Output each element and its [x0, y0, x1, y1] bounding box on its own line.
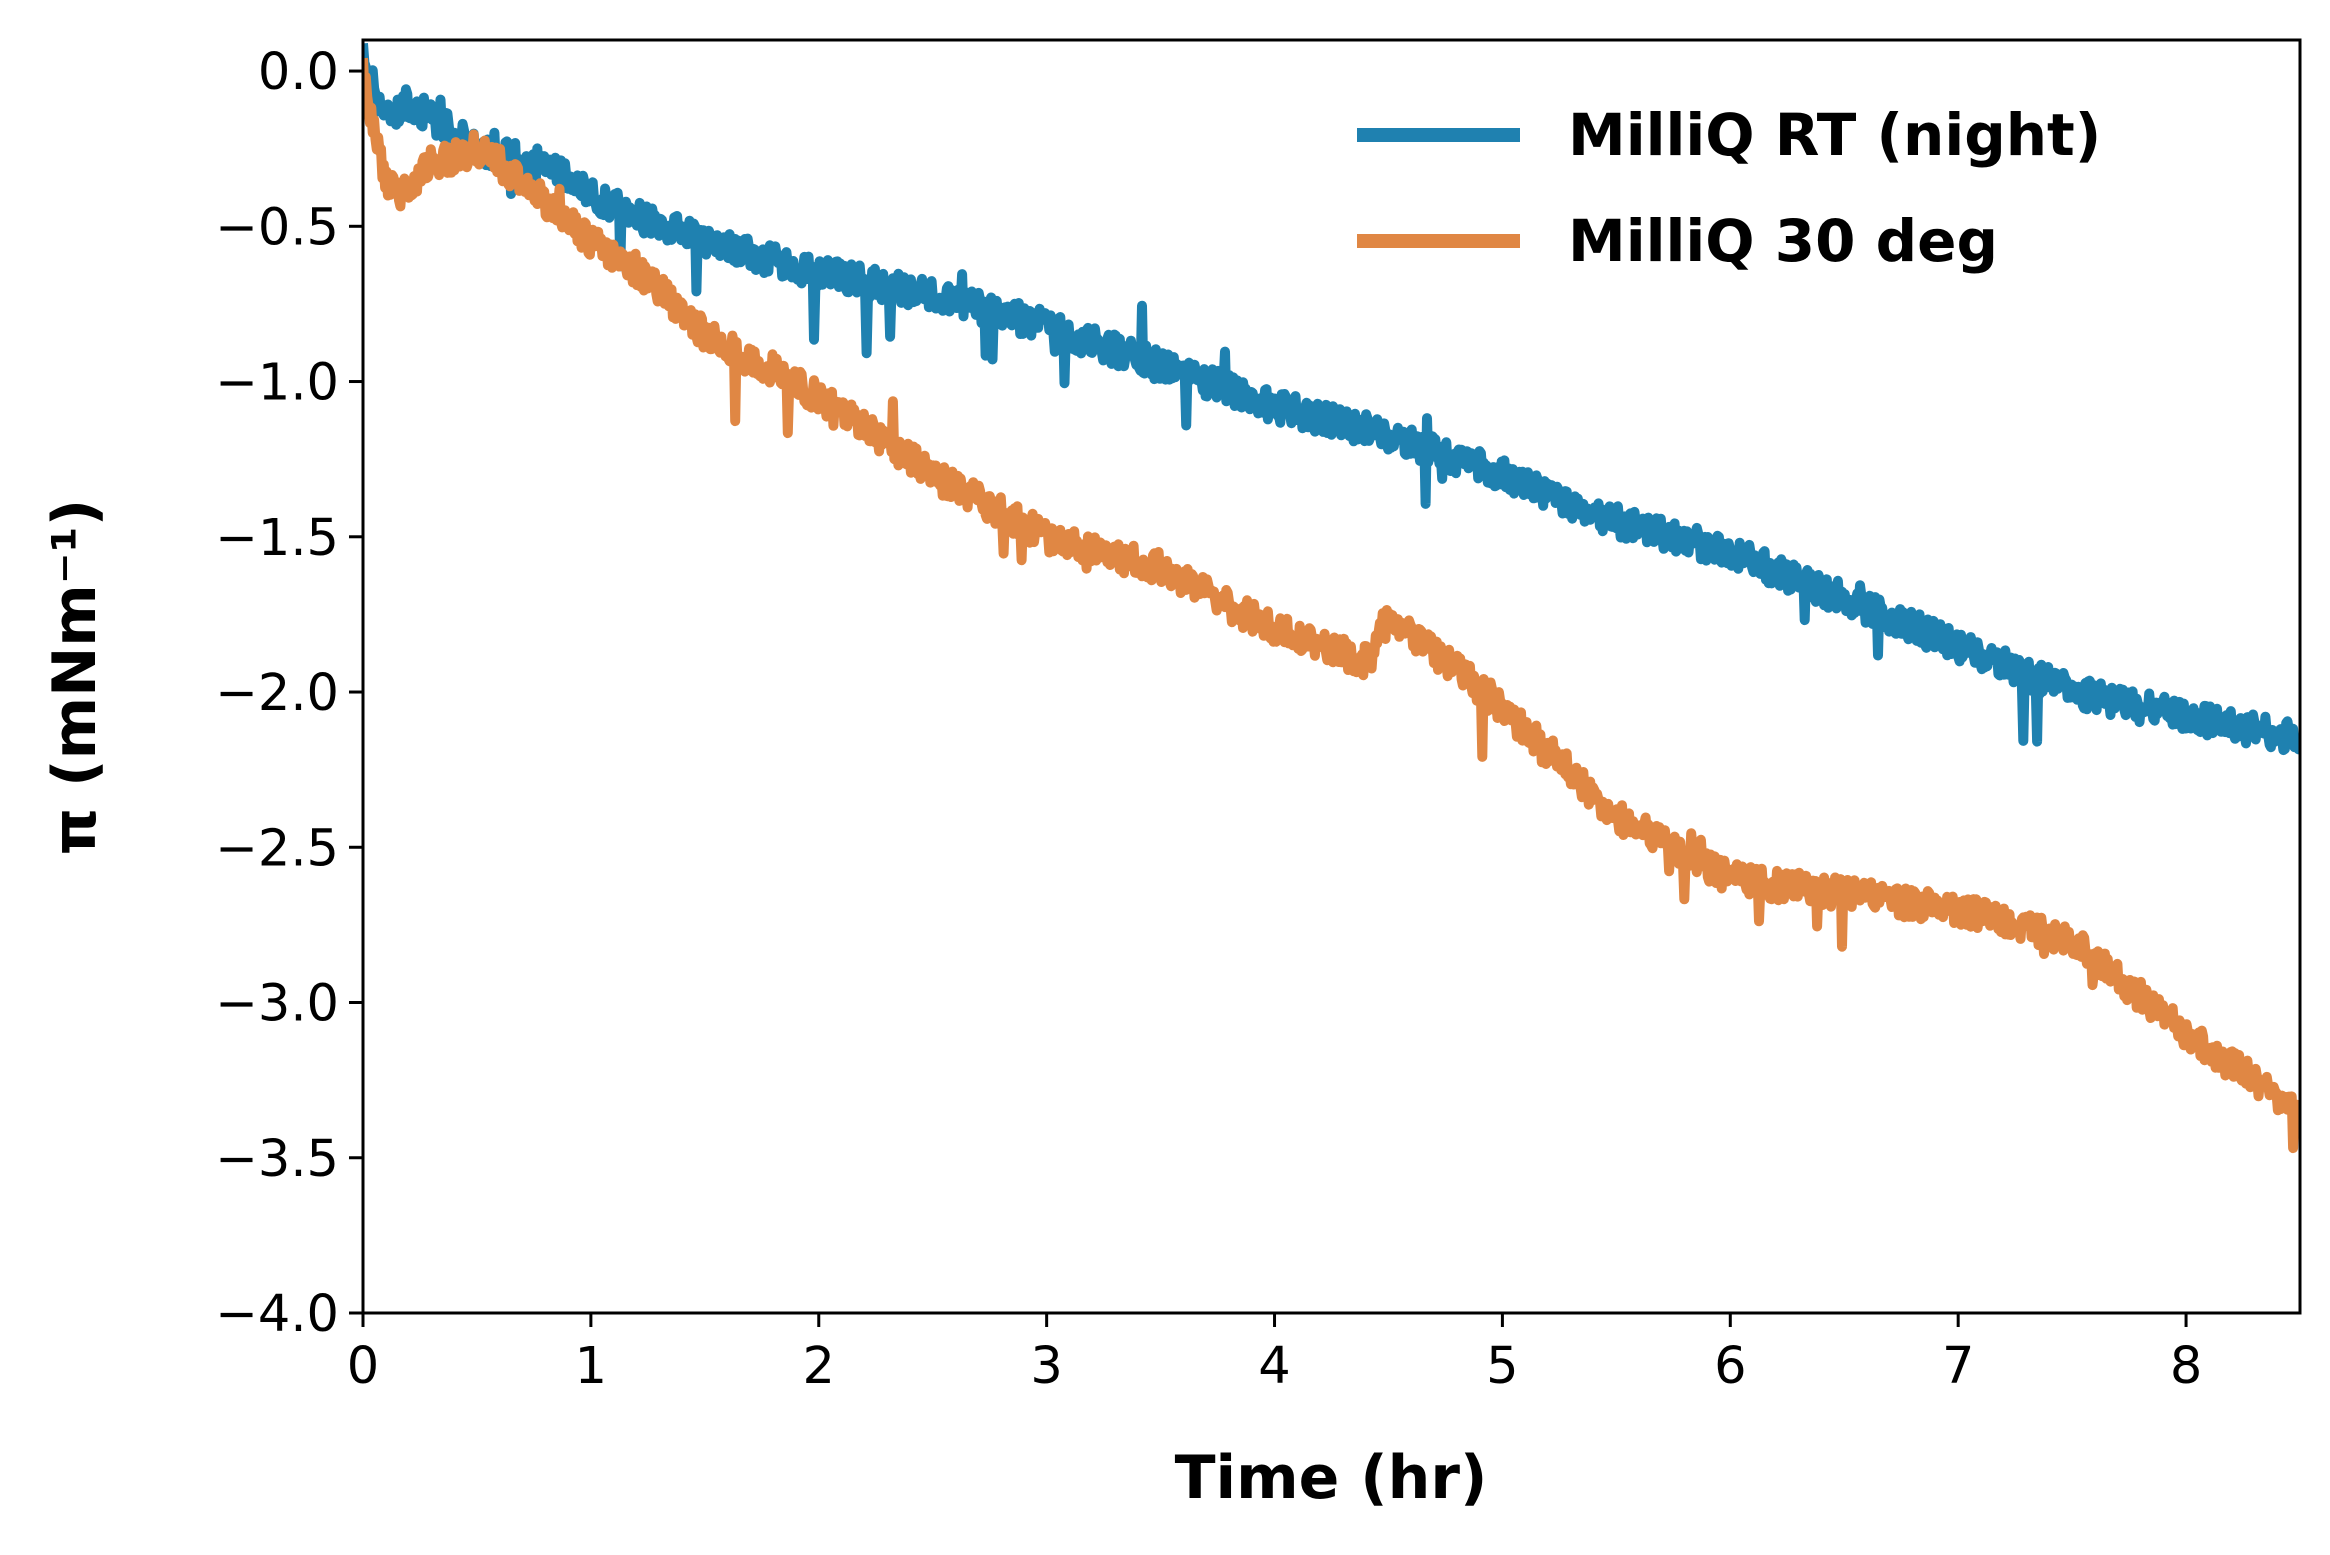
legend: MilliQ RT (night) MilliQ 30 deg [1357, 101, 2101, 275]
y-tick-label: −3.5 [215, 1130, 339, 1189]
x-tick-label: 7 [1942, 1337, 1974, 1396]
y-tick-label: −3.0 [215, 975, 339, 1034]
y-tick-label: −1.5 [215, 509, 339, 568]
x-tick-label: 0 [347, 1337, 379, 1396]
x-tick-label: 1 [575, 1337, 607, 1396]
series-line-1 [363, 57, 2300, 1154]
x-tick-label: 3 [1030, 1337, 1062, 1396]
y-tick-label: −1.0 [215, 354, 339, 413]
y-tick-label: −4.0 [215, 1285, 339, 1344]
legend-label-milliq-30: MilliQ 30 deg [1568, 207, 1998, 275]
y-tick-label: −2.0 [215, 664, 339, 723]
x-tick-label: 2 [803, 1337, 835, 1396]
legend-label-milliq-rt: MilliQ RT (night) [1568, 101, 2101, 169]
series-line-0 [363, 43, 2300, 756]
y-axis: 0.0 −0.5 −1.0 −1.5 −2.0 −2.5 −3.0 −3.5 −4.0 [215, 43, 363, 1344]
series-layer [363, 43, 2300, 1154]
y-tick-label: −2.5 [215, 819, 339, 878]
x-axis-title: Time (hr) [1175, 1443, 1488, 1513]
y-tick-label: 0.0 [258, 43, 339, 102]
x-axis: 0 1 2 3 4 5 6 7 8 [347, 1313, 2202, 1396]
x-tick-label: 4 [1258, 1337, 1290, 1396]
y-tick-label: −0.5 [215, 198, 339, 257]
plot-frame [361, 38, 2302, 1315]
x-tick-label: 5 [1486, 1337, 1518, 1396]
x-tick-label: 8 [2170, 1337, 2202, 1396]
x-tick-label: 6 [1714, 1337, 1746, 1396]
y-axis-title: π (mNm⁻¹) [40, 499, 110, 855]
